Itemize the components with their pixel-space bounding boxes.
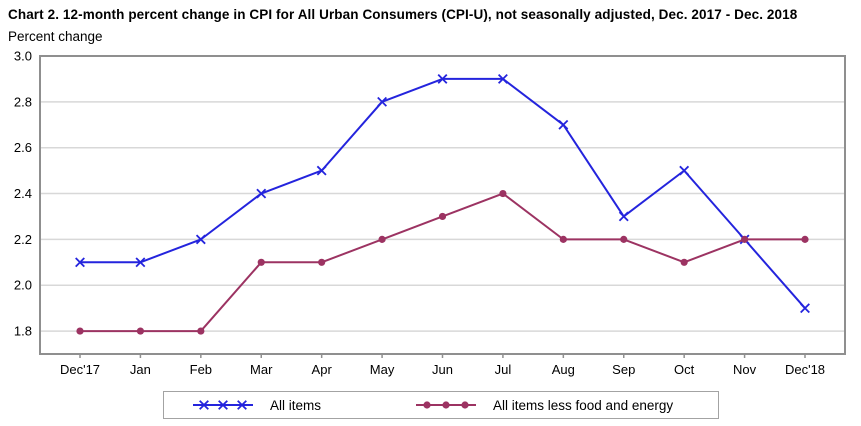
x-axis-tick-label: Nov — [733, 362, 757, 377]
circle-marker-icon — [76, 327, 84, 335]
x-marker-icon — [256, 188, 267, 199]
x-marker-icon — [316, 165, 327, 176]
x-marker-icon — [135, 257, 146, 268]
circle-marker-icon — [442, 401, 450, 409]
x-marker-icon — [618, 211, 629, 222]
circle-marker-icon — [740, 235, 749, 243]
legend-item-core: All items less food and energy — [415, 398, 673, 413]
x-marker-icon — [437, 73, 448, 84]
x-marker-icon — [195, 234, 206, 245]
x-axis-tick-label: Oct — [674, 362, 695, 377]
x-axis-tick-label: Feb — [190, 362, 212, 377]
x-axis-tick-label: Mar — [250, 362, 273, 377]
x-axis-tick-label: Dec'17 — [60, 362, 100, 377]
circle-marker-icon — [423, 401, 431, 409]
y-axis-tick-label: 1.8 — [14, 324, 32, 339]
chart-plot-area: 3.0 2.8 2.6 2.4 2.2 2.0 1.8 Dec'17 Jan Feb Mar Apr M… — [14, 49, 846, 377]
x-axis-tick-label: Sep — [612, 362, 635, 377]
legend-label-core: All items less food and energy — [493, 397, 674, 413]
circle-marker-icon — [257, 258, 265, 266]
y-axis-tick-label: 2.6 — [14, 140, 32, 155]
x-marker-icon — [218, 400, 228, 410]
circle-marker-icon — [499, 189, 507, 198]
circle-marker-icon — [136, 327, 145, 335]
circle-marker-icon — [378, 235, 386, 243]
circle-marker-icon — [197, 327, 205, 335]
y-axis-tick-label: 2.8 — [14, 94, 32, 109]
x-axis-tick-label: Jul — [495, 362, 512, 377]
circle-marker-icon — [559, 235, 567, 243]
x-axis-tick-label: Dec'18 — [785, 362, 825, 377]
x-marker-icon — [377, 96, 388, 107]
y-axis-unit-label: Percent change — [8, 29, 103, 44]
x-marker-icon — [237, 400, 247, 410]
x-axis-tick-label: Apr — [312, 362, 333, 377]
circle-marker-icon — [438, 212, 447, 221]
x-axis-tick-label: Aug — [552, 362, 575, 377]
circle-marker-icon — [461, 401, 469, 409]
x-marker-icon — [558, 119, 569, 130]
x-axis-tick-label: May — [370, 362, 395, 377]
all-items-line-swatch-icon — [193, 400, 253, 410]
legend-label-all-items: All items — [270, 397, 322, 413]
y-axis-tick-label: 2.4 — [14, 186, 32, 201]
y-axis-tick-label: 2.0 — [14, 278, 32, 293]
x-marker-icon — [497, 73, 508, 84]
x-axis-tick-label: Jun — [432, 362, 453, 377]
circle-marker-icon — [801, 235, 809, 243]
circle-marker-icon — [680, 258, 688, 266]
x-axis-tick-label: Jan — [130, 362, 151, 377]
x-marker-icon — [800, 303, 810, 314]
circle-marker-icon — [318, 258, 326, 266]
x-marker-icon — [75, 257, 85, 268]
core-line-swatch-icon — [416, 401, 477, 409]
legend-item-all-items: All items — [192, 398, 321, 413]
x-marker-icon — [199, 400, 209, 410]
y-axis-tick-label: 3.0 — [14, 49, 32, 64]
x-marker-icon — [679, 165, 690, 176]
chart-title: Chart 2. 12-month percent change in CPI … — [8, 7, 798, 22]
plot-frame — [39, 55, 846, 355]
y-axis-tick-label: 2.2 — [14, 232, 32, 247]
circle-marker-icon — [620, 235, 628, 243]
chart-legend: All items All items less food and energy — [163, 391, 719, 419]
